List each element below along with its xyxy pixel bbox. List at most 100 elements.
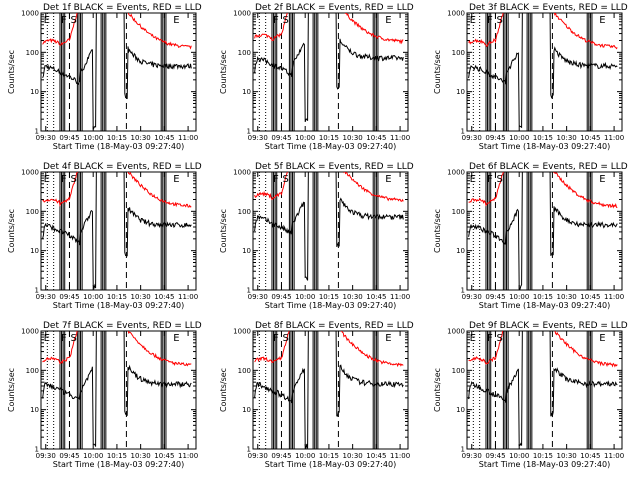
y-tick-label: 1 — [35, 287, 39, 295]
plot-frame — [40, 171, 197, 291]
events-series-line — [468, 13, 618, 129]
panel-det-3: Det 3f BLACK = Events, RED = LLD 1 10 100 10… — [433, 3, 628, 151]
x-tick-label: 10:15 — [107, 293, 127, 301]
y-axis-label: Counts/sec — [219, 209, 228, 253]
y-tick-label: 1 — [247, 446, 251, 454]
y-axis-label: Counts/sec — [433, 368, 442, 412]
events-series-line — [468, 172, 618, 290]
interval-marker-label: F — [61, 333, 67, 344]
y-axis-label: Counts/sec — [7, 50, 16, 94]
lld-series-line — [468, 13, 618, 50]
y-tick-label: 1000 — [447, 10, 465, 18]
x-tick-label: 09:30 — [462, 293, 482, 301]
x-tick-label: 10:30 — [343, 293, 363, 301]
interval-marker-label: E — [44, 174, 50, 185]
y-axis-label: Counts/sec — [433, 50, 442, 94]
interval-marker-label: S — [496, 333, 502, 344]
panel-det-7: Det 7f BLACK = Events, RED = LLD 1 10 100 10… — [7, 321, 202, 469]
interval-marker-label: E — [470, 174, 476, 185]
plot-area — [42, 172, 192, 290]
interval-marker-label: E — [44, 15, 50, 26]
x-tick-label: 11:00 — [604, 452, 624, 460]
x-tick-label: 09:45 — [485, 134, 505, 142]
plot-frame — [40, 12, 197, 132]
interval-marker-label: E — [173, 333, 179, 344]
x-tick-label: 10:30 — [131, 452, 151, 460]
y-tick-label: 10 — [242, 406, 251, 414]
x-tick-label: 10:00 — [509, 293, 529, 301]
x-tick-label: 10:00 — [295, 293, 315, 301]
plot-frame — [466, 330, 623, 450]
events-series-line — [468, 331, 618, 447]
x-tick-label: 10:00 — [83, 293, 103, 301]
interval-marker-label: E — [385, 15, 391, 26]
x-tick-label: 11:00 — [390, 134, 410, 142]
x-tick-label: 10:45 — [580, 293, 600, 301]
lld-series-line — [468, 172, 618, 209]
x-tick-label: 11:00 — [178, 134, 198, 142]
x-tick-label: 09:45 — [485, 452, 505, 460]
interval-marker-label: F — [487, 15, 493, 26]
panel-title: Det 8f BLACK = Events, RED = LLD — [255, 321, 414, 331]
interval-marker-label: E — [470, 15, 476, 26]
y-tick-label: 1000 — [21, 10, 39, 18]
x-tick-label: 10:45 — [366, 134, 386, 142]
x-tick-label: 10:15 — [533, 134, 553, 142]
panel-det-2: Det 2f BLACK = Events, RED = LLD 1 10 100 10… — [219, 3, 414, 151]
events-series-line — [254, 172, 404, 281]
panel-det-9: Det 9f BLACK = Events, RED = LLD 1 10 100 10… — [433, 321, 628, 469]
x-tick-label: 11:00 — [604, 134, 624, 142]
y-tick-label: 100 — [26, 49, 39, 57]
y-tick-label: 100 — [26, 208, 39, 216]
plot-frame — [466, 12, 623, 132]
panel-title: Det 9f BLACK = Events, RED = LLD — [469, 321, 628, 331]
y-tick-label: 100 — [452, 367, 465, 375]
interval-marker-label: S — [496, 15, 502, 26]
panel-det-1: Det 1f BLACK = Events, RED = LLD 1 10 100 10… — [7, 3, 202, 151]
x-axis-label: Start Time (18-May-03 09:27:40) — [265, 460, 396, 469]
x-tick-label: 10:30 — [557, 134, 577, 142]
interval-marker-label: F — [273, 15, 279, 26]
y-tick-label: 100 — [238, 367, 251, 375]
y-tick-label: 1000 — [233, 169, 251, 177]
x-tick-label: 10:45 — [154, 452, 174, 460]
x-tick-label: 10:30 — [343, 134, 363, 142]
plot-area — [468, 172, 618, 290]
y-tick-label: 100 — [238, 208, 251, 216]
y-tick-label: 1 — [35, 128, 39, 136]
x-tick-label: 09:30 — [36, 452, 56, 460]
plot-frame — [252, 12, 409, 132]
interval-marker-label: S — [282, 15, 288, 26]
y-tick-label: 1000 — [21, 328, 39, 336]
panel-title: Det 3f BLACK = Events, RED = LLD — [469, 3, 628, 13]
y-tick-label: 1 — [247, 287, 251, 295]
y-tick-label: 10 — [456, 88, 465, 96]
interval-marker-label: E — [385, 333, 391, 344]
x-tick-label: 10:00 — [295, 452, 315, 460]
x-tick-label: 10:45 — [154, 134, 174, 142]
interval-marker-label: F — [61, 15, 67, 26]
x-tick-label: 09:45 — [59, 293, 79, 301]
y-tick-label: 1 — [461, 128, 465, 136]
panel-title: Det 7f BLACK = Events, RED = LLD — [43, 321, 202, 331]
y-tick-label: 10 — [456, 406, 465, 414]
x-axis-label: Start Time (18-May-03 09:27:40) — [479, 301, 610, 310]
x-tick-label: 11:00 — [390, 452, 410, 460]
y-tick-label: 1000 — [21, 169, 39, 177]
plot-area — [468, 331, 618, 449]
panel-det-8: Det 8f BLACK = Events, RED = LLD 1 10 100 10… — [219, 321, 414, 469]
plot-frame — [466, 171, 623, 291]
x-tick-label: 11:00 — [604, 293, 624, 301]
panel-title: Det 1f BLACK = Events, RED = LLD — [43, 3, 202, 13]
x-tick-label: 11:00 — [390, 293, 410, 301]
x-tick-label: 10:30 — [343, 452, 363, 460]
x-tick-label: 10:15 — [533, 293, 553, 301]
x-tick-label: 10:45 — [580, 452, 600, 460]
x-tick-label: 10:45 — [154, 293, 174, 301]
y-tick-label: 10 — [456, 247, 465, 255]
lld-series-line — [254, 331, 404, 368]
x-tick-label: 09:30 — [248, 452, 268, 460]
x-tick-label: 10:45 — [366, 452, 386, 460]
x-tick-label: 11:00 — [178, 293, 198, 301]
